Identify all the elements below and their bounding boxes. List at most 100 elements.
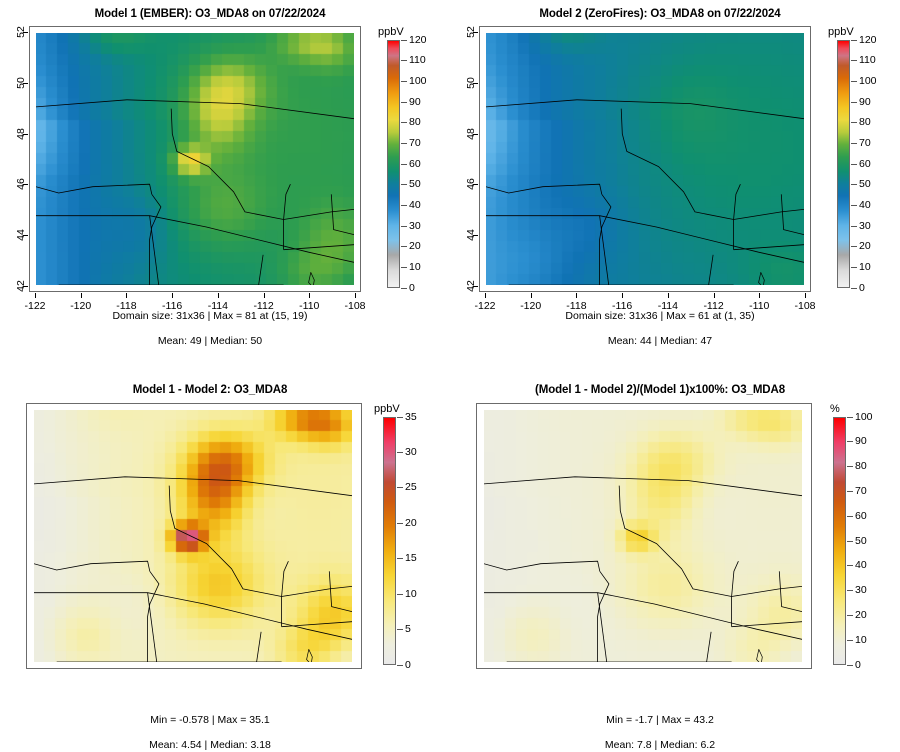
colorbar-tick (847, 565, 853, 567)
y-axis-tick (473, 32, 478, 33)
panel-title: Model 2 (ZeroFires): O3_MDA8 on 07/22/20… (539, 8, 781, 20)
y-axis-tick (23, 286, 28, 287)
colorbar-tick (401, 60, 407, 62)
y-axis-tick (473, 235, 478, 237)
x-axis-tick-label: -112 (253, 300, 274, 312)
colorbar-tick (401, 287, 407, 289)
x-axis-tick (355, 293, 356, 298)
panel-top-left: Model 1 (EMBER): O3_MDA8 on 07/22/2024 -… (0, 0, 450, 376)
colorbar-tick-label: 20 (859, 240, 871, 253)
colorbar-tick-label: 10 (859, 260, 871, 273)
x-axis-tick (263, 293, 265, 298)
colorbar-gradient (383, 417, 396, 665)
colorbar-tick (851, 80, 857, 82)
map-frame (476, 403, 812, 669)
colorbar-tick-label: 15 (405, 552, 417, 565)
colorbar-tick (401, 225, 407, 227)
colorbar-tick-label: 10 (855, 633, 867, 646)
y-axis-tick (473, 82, 478, 84)
colorbar-tick (851, 142, 857, 144)
panel-title: (Model 1 - Model 2)/(Model 1)x100%: O3_M… (534, 384, 786, 396)
colorbar-tick (401, 246, 407, 248)
y-axis-tick (23, 235, 28, 237)
heatmap-canvas (34, 410, 352, 662)
x-axis-tick-label: -116 (612, 300, 633, 312)
colorbar-tick-label: 70 (855, 484, 867, 497)
colorbar-tick-label: 5 (405, 623, 411, 636)
colorbar-top-left: ppbV 0 10 20 30 40 50 60 70 80 90 100 110 120 (378, 26, 448, 293)
y-axis-tick (23, 184, 28, 186)
colorbar-tick (851, 163, 857, 165)
colorbar-tick (851, 60, 857, 62)
y-axis-tick (23, 32, 28, 33)
colorbar-tick-label: 70 (409, 136, 421, 149)
colorbar-tick (851, 204, 857, 206)
colorbar-tick-label: 70 (859, 136, 871, 149)
map-frame (29, 26, 361, 292)
colorbar-tick (847, 441, 853, 443)
colorbar-top-right: ppbV 0 10 20 30 40 50 60 70 80 90 100 110 120 (828, 26, 898, 293)
colorbar-tick (847, 664, 853, 666)
colorbar-tick-label: 120 (409, 33, 427, 46)
panel-bottom-left: Model 1 - Model 2: O3_MDA8 Min = -0.578 … (0, 376, 450, 752)
x-axis-tick-label: -122 (24, 300, 46, 312)
y-axis-tick-label: 44 (465, 229, 477, 242)
colorbar-tick-label: 110 (859, 54, 876, 67)
caption-line-2: Mean: 44 | Median: 47 (607, 334, 713, 347)
x-axis-tick (622, 293, 624, 298)
colorbar-tick-label: 80 (859, 116, 871, 129)
colorbar-tick (851, 184, 857, 186)
x-axis-tick (759, 293, 761, 298)
y-axis-tick-label: 44 (15, 229, 27, 242)
y-axis-tick-label: 50 (465, 76, 477, 89)
colorbar-tick (847, 515, 853, 517)
map-plot-area (484, 410, 802, 662)
colorbar-tick-label: 80 (409, 116, 421, 129)
colorbar-tick-label: 10 (405, 587, 417, 600)
colorbar-tick-label: 60 (859, 157, 871, 170)
x-axis-tick-label: -118 (116, 300, 137, 312)
colorbar-tick-label: 20 (405, 516, 417, 529)
caption-line-1: Domain size: 31x36 | Max = 81 at (15, 19… (112, 309, 308, 322)
colorbar-tick-label: 60 (855, 509, 867, 522)
panel-bottom-right: (Model 1 - Model 2)/(Model 1)x100%: O3_M… (450, 376, 900, 752)
x-axis-tick (309, 293, 311, 298)
y-axis-tick-label: 46 (15, 178, 27, 191)
colorbar-tick (851, 39, 857, 41)
colorbar-tick (851, 101, 857, 103)
y-axis-tick-label: 48 (465, 127, 477, 140)
y-axis-tick-label: 52 (465, 26, 477, 38)
x-axis-tick (35, 293, 36, 298)
panel-caption: Min = -0.578 | Max = 35.1 Mean: 4.54 | M… (0, 701, 420, 751)
caption-line-1: Domain size: 31x36 | Max = 61 at (1, 35) (565, 309, 755, 322)
x-axis-tick (713, 293, 715, 298)
x-axis-tick (667, 293, 669, 298)
x-axis-tick-label: -110 (299, 300, 320, 312)
y-axis-tick (23, 82, 28, 84)
colorbar-tick-label: 20 (855, 608, 867, 621)
caption-line-2: Mean: 49 | Median: 50 (157, 334, 263, 347)
colorbar-bottom-right: % 0 10 20 30 40 50 60 70 80 90 100 (824, 403, 894, 670)
colorbar-tick-label: 60 (409, 157, 421, 170)
y-axis-tick-label: 50 (15, 76, 27, 89)
colorbar-units-label: ppbV (374, 403, 400, 415)
colorbar-tick (401, 266, 407, 268)
y-axis-tick (473, 133, 478, 135)
map-plot-area (36, 33, 354, 285)
x-axis-tick (172, 293, 174, 298)
panel-title: Model 1 (EMBER): O3_MDA8 on 07/22/2024 (94, 8, 326, 20)
colorbar-tick-label: 40 (409, 198, 421, 211)
colorbar-tick-label: 80 (855, 460, 867, 473)
colorbar-tick (397, 593, 403, 595)
colorbar-tick (847, 540, 853, 542)
colorbar-tick-label: 0 (405, 658, 411, 671)
colorbar-tick-label: 20 (409, 240, 421, 253)
x-axis-tick (485, 293, 486, 298)
colorbar-tick-label: 90 (409, 95, 421, 108)
colorbar-tick-label: 110 (409, 54, 426, 67)
heatmap-canvas (36, 33, 354, 285)
caption-line-1: Min = -1.7 | Max = 43.2 (606, 713, 714, 726)
x-axis-tick-label: -116 (162, 300, 183, 312)
x-axis-tick-label: -120 (520, 300, 542, 312)
colorbar-tick-label: 25 (405, 481, 417, 494)
